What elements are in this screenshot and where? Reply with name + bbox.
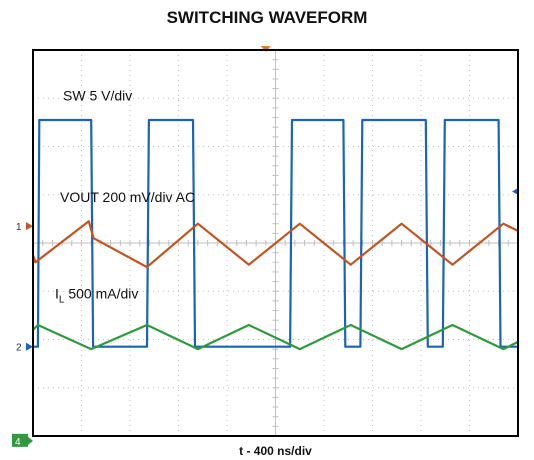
channel-1-marker-label: 1 (16, 222, 22, 233)
channel-2-marker-arrow (26, 342, 33, 351)
vout-label: VOUT 200 mV/div AC (60, 189, 195, 205)
label-subscript: L (59, 294, 65, 305)
channel-4-marker-label: 4 (15, 437, 21, 448)
label-prefix: I (55, 285, 59, 301)
x-axis-label: t - 400 ns/div (239, 444, 312, 458)
channel-1-marker-arrow (26, 222, 33, 231)
trace-labels: SW 5 V/div VOUT 200 mV/div AC IL 500 mA/di… (55, 88, 195, 306)
channel-2-marker-label: 2 (16, 343, 22, 354)
chart-title: SWITCHING WAVEFORM (166, 8, 368, 27)
inductor-current-label: IL 500 mA/div (55, 285, 138, 305)
inductor-current-trace (32, 323, 519, 351)
sw-label: SW 5 V/div (63, 88, 132, 104)
channel-4-marker-arrow (28, 436, 33, 445)
plot-frame (32, 49, 519, 437)
label-text: 500 mA/div (64, 285, 138, 301)
vout-trace (31, 220, 519, 269)
channel-4-marker-box (12, 433, 28, 447)
traces (31, 118, 519, 351)
